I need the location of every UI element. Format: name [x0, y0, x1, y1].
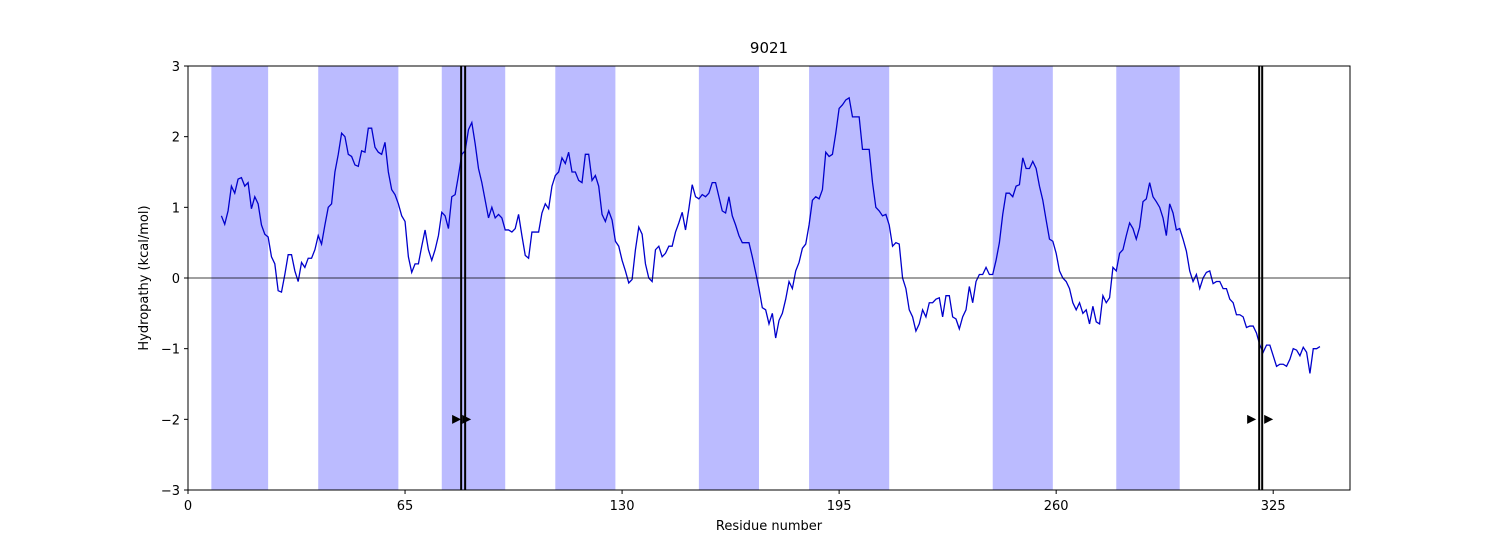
y-tick-label: 0: [172, 272, 180, 287]
marker: [462, 414, 472, 424]
x-tick-label: 260: [1044, 499, 1069, 514]
y-tick-label: −3: [161, 484, 180, 499]
marker: [1264, 414, 1274, 424]
y-tick-label: 3: [172, 60, 180, 75]
y-tick-label: −1: [161, 343, 180, 358]
chart-title: 9021: [750, 39, 788, 57]
x-tick-label: 65: [397, 499, 414, 514]
x-tick-label: 130: [610, 499, 635, 514]
marker: [452, 414, 462, 424]
y-tick-label: 1: [172, 201, 180, 216]
y-tick-label: 2: [172, 131, 180, 146]
x-axis-label: Residue number: [716, 519, 823, 534]
x-tick-label: 325: [1261, 499, 1286, 514]
x-tick-label: 0: [184, 499, 192, 514]
x-tick-label: 195: [827, 499, 852, 514]
y-axis-label: Hydropathy (kcal/mol): [137, 205, 152, 350]
marker: [1247, 414, 1257, 424]
y-tick-label: −2: [161, 413, 180, 428]
hydropathy-line: [220, 96, 1321, 374]
